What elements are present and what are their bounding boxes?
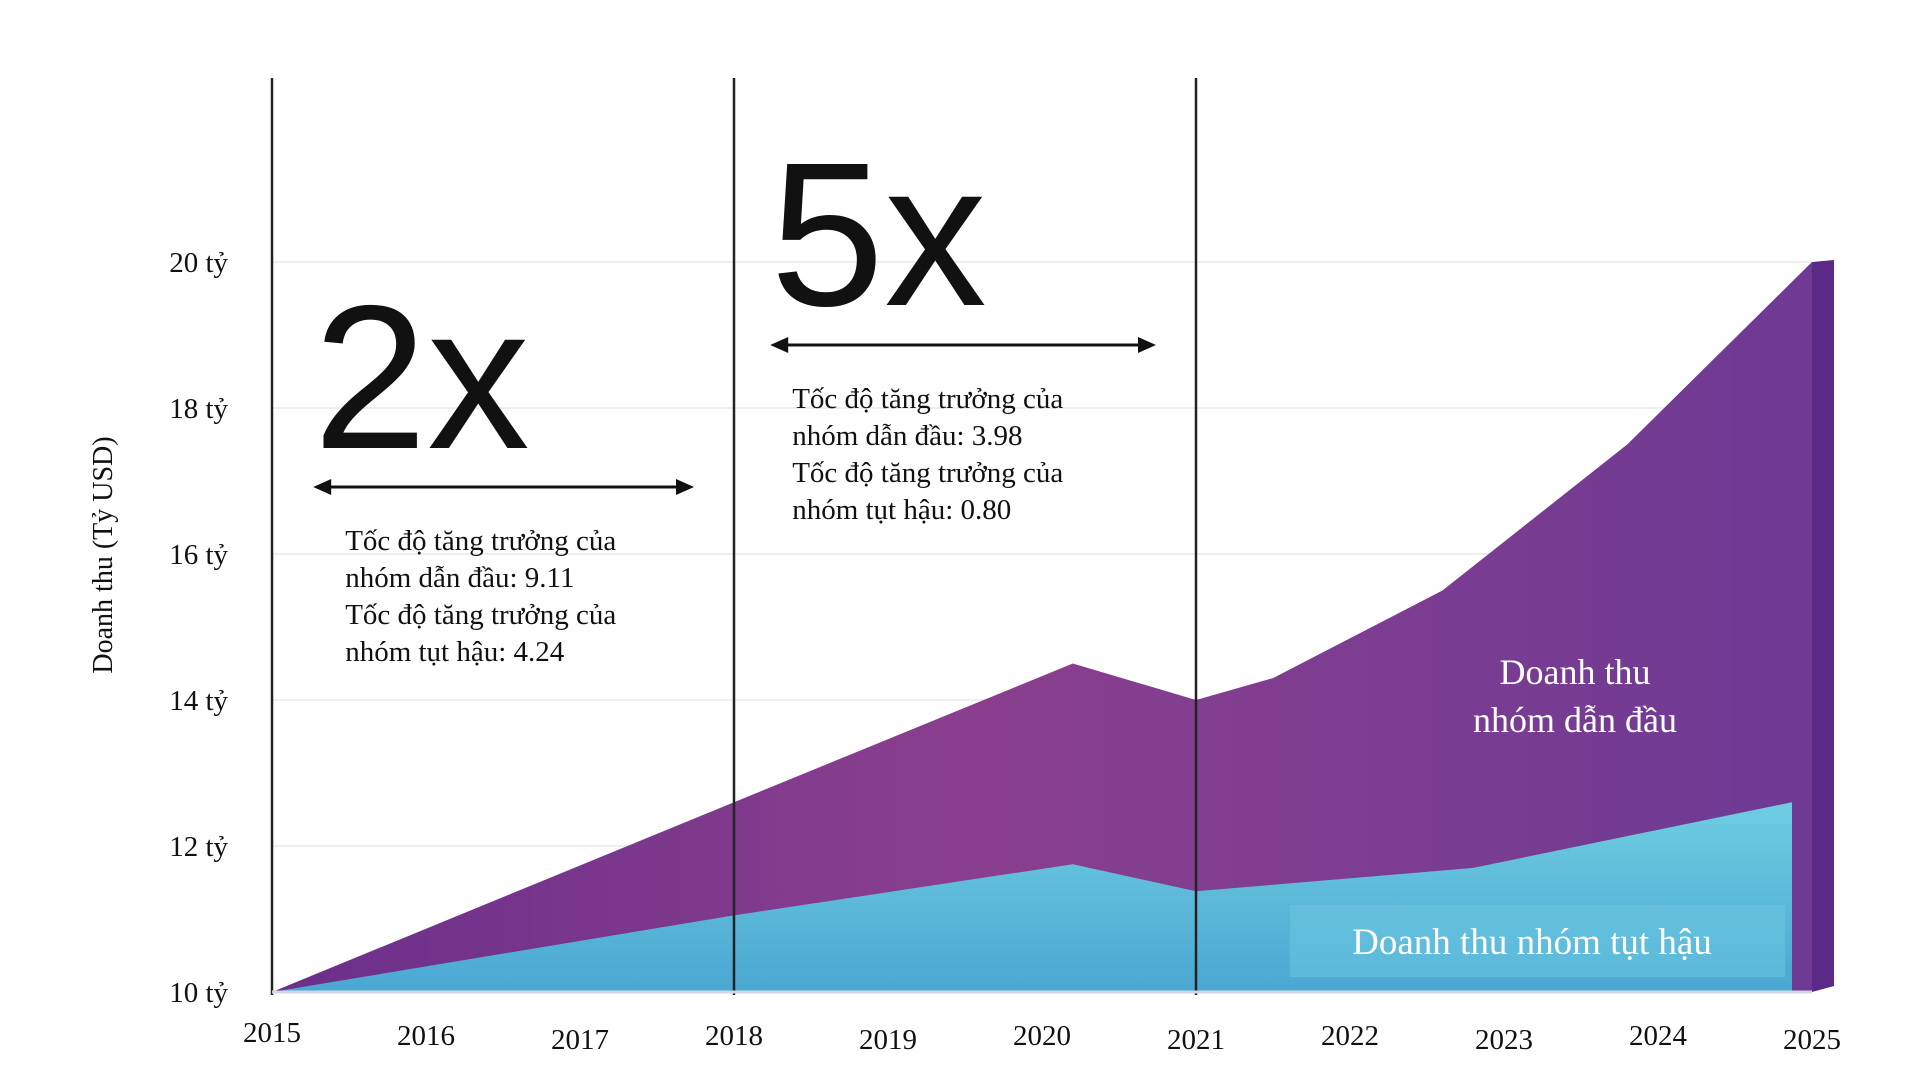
- x-axis: 2015 2016 2017 2018 2019 2020 2021 2022 2023 2024…: [243, 1017, 1841, 1056]
- x-tick-label: 2021: [1167, 1024, 1225, 1056]
- x-tick-label: 2022: [1321, 1020, 1379, 1052]
- x-tick-label: 2019: [859, 1024, 917, 1056]
- multiplier-label: 5x: [770, 120, 987, 349]
- growth-rate-text: nhóm tụt hậu: 4.24: [345, 636, 565, 668]
- multiplier-label: 2x: [313, 263, 530, 492]
- divider-lines: [270, 78, 1812, 995]
- x-tick-label: 2015: [243, 1017, 301, 1049]
- arrow-head-left: [313, 479, 332, 495]
- growth-rate-text: nhóm dẫn đầu: 9.11: [345, 562, 574, 594]
- growth-rate-text: nhóm tụt hậu: 0.80: [792, 494, 1011, 526]
- y-axis: 10 tỷ 12 tỷ 14 tỷ 16 tỷ 18 tỷ 20 tỷ: [169, 247, 228, 1009]
- annotations: 2x Tốc độ tăng trưởng của nhóm dẫn đầu: 9.…: [313, 120, 1156, 668]
- x-tick-label: 2016: [397, 1020, 455, 1052]
- y-tick-label: 18 tỷ: [169, 393, 228, 425]
- x-tick-label: 2025: [1783, 1024, 1841, 1056]
- growth-rate-text: Tốc độ tăng trưởng của: [345, 525, 616, 557]
- x-tick-label: 2023: [1475, 1024, 1533, 1056]
- leader-area-label: nhóm dẫn đầu: [1473, 700, 1677, 740]
- arrow-head-right: [676, 479, 694, 495]
- x-tick-label: 2018: [705, 1020, 763, 1052]
- x-tick-label: 2024: [1629, 1020, 1688, 1052]
- growth-rate-text: nhóm dẫn đầu: 3.98: [792, 420, 1022, 452]
- y-tick-label: 14 tỷ: [169, 685, 228, 717]
- growth-rate-text: Tốc độ tăng trưởng của: [792, 457, 1063, 489]
- y-tick-label: 20 tỷ: [169, 247, 228, 279]
- leader-area: [272, 262, 1812, 992]
- y-tick-label: 12 tỷ: [169, 831, 228, 863]
- leader-area-label: Doanh thu: [1500, 652, 1651, 692]
- y-tick-label: 10 tỷ: [169, 977, 228, 1009]
- y-tick-label: 16 tỷ: [169, 539, 228, 571]
- x-tick-label: 2017: [551, 1024, 609, 1056]
- y-axis-title: Doanh thu (Tỷ USD): [88, 436, 119, 673]
- double-arrow: [770, 337, 1156, 353]
- leader-area-edge: [1812, 260, 1834, 992]
- laggard-area-label: Doanh thu nhóm tụt hậu: [1352, 922, 1712, 963]
- arrow-head-right: [1138, 337, 1156, 353]
- growth-rate-text: Tốc độ tăng trưởng của: [792, 383, 1063, 415]
- laggard-label-band: [1290, 905, 1785, 977]
- growth-rate-text: Tốc độ tăng trưởng của: [345, 599, 616, 631]
- double-arrow: [313, 479, 694, 495]
- arrow-head-left: [770, 337, 789, 353]
- x-tick-label: 2020: [1013, 1020, 1071, 1052]
